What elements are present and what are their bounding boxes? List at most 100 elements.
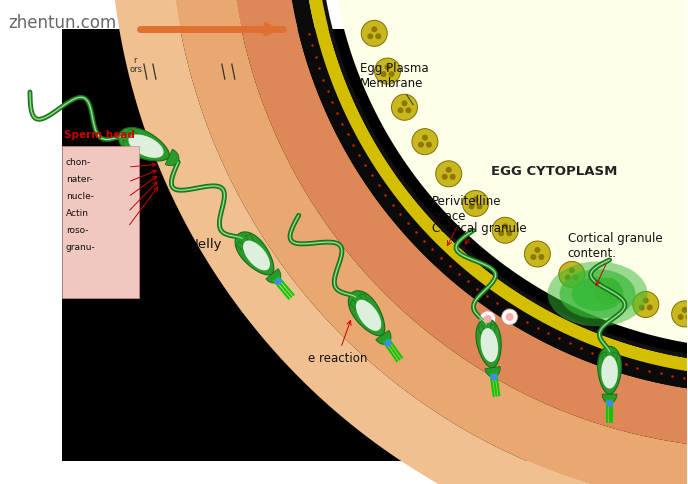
Ellipse shape (572, 277, 623, 311)
Circle shape (573, 275, 579, 281)
Text: Sperm head: Sperm head (64, 130, 135, 140)
Text: Perivitelline
space: Perivitelline space (431, 195, 501, 246)
Text: Egg Plasma
Membrane: Egg Plasma Membrane (360, 62, 429, 106)
Circle shape (606, 400, 613, 407)
Polygon shape (476, 319, 501, 368)
Polygon shape (246, 235, 259, 255)
Circle shape (385, 65, 391, 71)
Polygon shape (610, 352, 618, 372)
Circle shape (405, 108, 411, 114)
Text: Jelly: Jelly (195, 238, 222, 251)
Circle shape (367, 34, 374, 40)
Circle shape (506, 313, 514, 321)
Polygon shape (170, 0, 688, 484)
Circle shape (595, 279, 621, 304)
Polygon shape (127, 130, 148, 146)
Text: r: r (133, 56, 136, 65)
Text: Cortical granule
content.: Cortical granule content. (568, 231, 663, 286)
Circle shape (502, 309, 517, 325)
Circle shape (450, 174, 455, 181)
Text: EGG CYTOPLASM: EGG CYTOPLASM (491, 165, 618, 178)
Circle shape (436, 162, 462, 187)
Circle shape (559, 262, 585, 288)
Polygon shape (481, 329, 498, 362)
Circle shape (422, 136, 428, 141)
Polygon shape (110, 0, 688, 484)
Circle shape (374, 59, 400, 85)
Polygon shape (302, 0, 688, 376)
Polygon shape (348, 291, 385, 336)
Circle shape (605, 285, 611, 291)
Circle shape (380, 72, 387, 78)
Circle shape (539, 255, 544, 260)
Polygon shape (485, 367, 500, 377)
Circle shape (569, 268, 574, 274)
Circle shape (480, 311, 495, 327)
Circle shape (502, 224, 508, 230)
Circle shape (484, 315, 492, 323)
Text: granu-: granu- (66, 242, 96, 252)
Circle shape (643, 298, 649, 304)
Text: nucle-: nucle- (66, 192, 94, 201)
Polygon shape (237, 242, 256, 258)
Polygon shape (478, 325, 488, 346)
Circle shape (398, 108, 403, 114)
Circle shape (638, 305, 645, 311)
Circle shape (426, 142, 432, 148)
Polygon shape (230, 0, 688, 447)
Ellipse shape (559, 270, 636, 319)
Text: roso-: roso- (66, 226, 89, 235)
Circle shape (609, 292, 615, 298)
Circle shape (477, 204, 482, 210)
Text: Actin: Actin (66, 209, 89, 218)
Text: zhentun.com: zhentun.com (8, 14, 116, 32)
Circle shape (473, 197, 479, 203)
Polygon shape (601, 356, 618, 389)
Circle shape (389, 72, 394, 78)
Circle shape (442, 174, 448, 181)
Circle shape (469, 204, 475, 210)
Circle shape (361, 21, 387, 47)
Ellipse shape (548, 262, 647, 327)
Circle shape (375, 34, 381, 40)
Circle shape (535, 247, 540, 254)
Circle shape (275, 278, 282, 286)
Polygon shape (285, 0, 688, 392)
Text: Cortical granule: Cortical granule (431, 222, 526, 244)
Circle shape (412, 129, 438, 155)
FancyBboxPatch shape (62, 147, 139, 298)
Circle shape (385, 340, 391, 347)
Polygon shape (62, 30, 687, 461)
Circle shape (633, 292, 659, 318)
Polygon shape (315, 0, 688, 363)
Polygon shape (359, 294, 372, 315)
Circle shape (418, 142, 424, 148)
Polygon shape (235, 232, 274, 275)
Polygon shape (601, 352, 609, 372)
Circle shape (682, 307, 687, 313)
Circle shape (678, 314, 684, 320)
Text: ors: ors (130, 65, 143, 74)
Polygon shape (266, 269, 281, 284)
Circle shape (530, 255, 537, 260)
Text: nater-: nater- (66, 175, 93, 183)
Circle shape (492, 218, 518, 244)
Circle shape (601, 292, 607, 298)
Text: e reaction: e reaction (308, 321, 367, 364)
Circle shape (372, 27, 377, 33)
Circle shape (402, 101, 407, 107)
Circle shape (671, 302, 688, 327)
Circle shape (391, 95, 418, 121)
Circle shape (565, 275, 571, 281)
Polygon shape (602, 394, 617, 404)
Circle shape (524, 242, 550, 268)
Polygon shape (356, 300, 381, 331)
Circle shape (686, 314, 688, 320)
Polygon shape (165, 150, 179, 166)
Polygon shape (330, 0, 688, 348)
Circle shape (446, 167, 452, 173)
Circle shape (647, 305, 653, 311)
Polygon shape (598, 347, 621, 394)
Polygon shape (123, 141, 146, 151)
Polygon shape (118, 128, 169, 162)
